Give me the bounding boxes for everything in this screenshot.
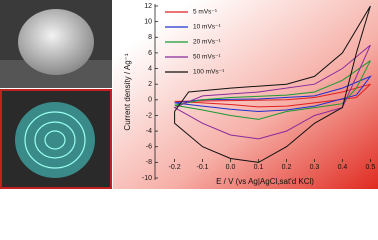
y-tick-label: -4 (146, 128, 152, 135)
y-tick-label: -10 (142, 175, 152, 182)
x-tick-label: 0.2 (282, 164, 292, 171)
x-tick-label: -0.2 (169, 164, 181, 171)
x-tick-label: 0.5 (366, 164, 376, 171)
x-axis-title: E / V (vs Ag|AgCl,sat'd KCl) (216, 177, 314, 186)
sem-image-bottom (0, 89, 112, 189)
y-tick-label: 10 (144, 18, 152, 25)
legend-label: 5 mVs⁻¹ (193, 9, 218, 16)
x-tick-label: -0.1 (197, 164, 209, 171)
legend-label: 100 mVs⁻¹ (193, 69, 225, 76)
y-tick-label: 8 (148, 34, 152, 41)
y-tick-label: 4 (148, 65, 152, 72)
y-tick-label: 0 (148, 97, 152, 104)
cv-curve (174, 60, 371, 120)
y-tick-label: 2 (148, 81, 152, 88)
x-tick-label: 0.0 (226, 164, 236, 171)
x-tick-label: 0.1 (254, 164, 264, 171)
page: {"chart_data": {"type": "line", "ylabel"… (0, 0, 378, 189)
y-tick-label: 6 (148, 50, 152, 57)
legend-label: 10 mVs⁻¹ (193, 24, 221, 31)
x-tick-label: 0.3 (310, 164, 320, 171)
legend-label: 20 mVs⁻¹ (193, 39, 221, 46)
y-axis-title: Current density / Ag⁻¹ (123, 53, 132, 130)
cv-curve (174, 83, 371, 108)
legend-label: 50 mVs⁻¹ (193, 54, 221, 61)
y-tick-label: -6 (146, 144, 152, 151)
cv-curve (174, 75, 372, 113)
sem-image-top (0, 0, 112, 88)
y-tick-label: -2 (146, 112, 152, 119)
cv-curve (173, 44, 371, 140)
y-tick-label: -8 (146, 159, 152, 166)
figure: Current density / Ag⁻¹ E / V (vs Ag|AgCl… (0, 0, 378, 189)
y-tick-label: 12 (144, 3, 152, 10)
x-tick-label: 0.4 (338, 164, 348, 171)
plot-background (113, 0, 378, 189)
cv-curve (174, 5, 371, 163)
